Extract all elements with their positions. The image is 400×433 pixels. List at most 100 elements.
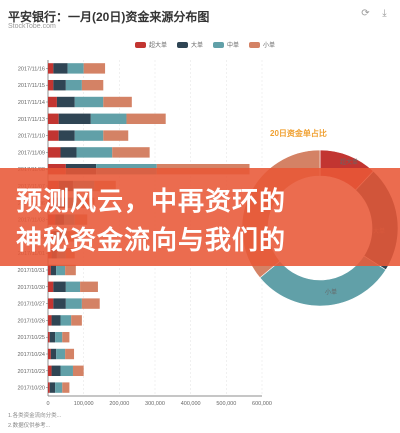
bar-segment-超大单 [48,298,54,309]
overlay-banner [0,168,400,266]
bar-segment-小单 [62,331,70,343]
bar-segment-中单 [67,63,84,74]
bar-segment-小单 [72,365,84,377]
bar-segment-超大单 [48,264,51,276]
bar-segment-超大单 [48,147,61,158]
bar-segment-大单 [49,382,56,393]
bar-segment-小单 [83,63,106,74]
legend-swatch-large [177,41,189,48]
bar-segment-大单 [58,130,75,141]
legend-item[interactable]: 中单 [213,40,239,49]
y-tick-label: 2017/10/20 [17,386,45,392]
footnote-1: 1.各类资金流向分类... [8,413,62,419]
chart-legend: 超大单 大单 中单 小单 [135,40,275,49]
bar-segment-大单 [53,63,68,74]
bar-segment-中单 [76,147,113,158]
bar-segment-超大单 [48,315,52,326]
bar-segment-超大单 [48,348,51,360]
bar-segment-小单 [126,113,166,125]
bar-segment-大单 [58,113,91,125]
bar-segment-中单 [60,365,73,377]
bar-segment-大单 [53,281,66,293]
bar-segment-中单 [74,96,104,108]
x-tick-label: 400,000 [181,401,201,407]
bar-segment-大单 [50,348,57,360]
bar-segment-小单 [65,264,76,276]
bar-segment-超大单 [48,96,57,108]
page-title: 平安银行：一月(20日)资金来源分布图 [8,10,210,24]
x-tick-label: 200,000 [109,401,129,407]
bar-segment-超大单 [48,130,59,141]
legend-label: 中单 [227,43,240,49]
bar-segment-中单 [65,79,82,91]
toolbar: ⟳ ⤓ [360,8,390,19]
bar-segment-小单 [112,147,150,158]
legend-swatch-super [135,41,146,48]
bar-segment-小单 [65,348,75,360]
legend-item[interactable]: 超大单 [135,40,167,49]
bar-segment-大单 [53,79,66,91]
footnote-2: 2.数据仅供参考... [8,423,51,429]
y-tick-label: 2017/11/15 [18,83,45,89]
bar-segment-中单 [60,315,72,326]
bar-segment-超大单 [48,79,54,91]
y-tick-label: 2017/11/10 [18,134,45,140]
bar-segment-大单 [49,331,56,343]
bar-segment-大单 [60,147,77,158]
legend-item[interactable]: 大单 [177,40,203,49]
bar-segment-大单 [51,315,61,326]
x-tick-label: 500,000 [216,401,236,407]
bar-segment-中单 [74,130,104,141]
banner-headline-line1: 预测风云，中再资环的 [16,186,287,216]
x-tick-label: 0 [46,401,49,407]
legend-label: 小单 [263,43,276,49]
restore-icon[interactable]: ⟳ [361,8,370,19]
bar-segment-超大单 [48,331,50,343]
bar-segment-中单 [55,331,63,343]
legend-swatch-medium [213,41,225,48]
bar-segment-超大单 [48,113,59,125]
bar-segment-大单 [56,96,75,108]
pie-title: 20日资金单占比 [270,129,327,138]
bar-segment-小单 [103,130,129,141]
bar-segment-超大单 [48,382,50,393]
y-tick-label: 2017/11/09 [18,150,45,156]
y-tick-label: 2017/10/24 [17,352,45,358]
banner-headline-line2: 神秘资金流向与我们的 [16,225,287,255]
bar-segment-大单 [53,298,66,309]
bar-segment-中单 [65,298,82,309]
bar-segment-小单 [103,96,132,108]
bar-segment-中单 [55,382,63,393]
legend-label: 超大单 [149,43,168,49]
y-tick-label: 2017/10/25 [17,335,45,341]
y-tick-label: 2017/10/27 [17,302,45,308]
bar-segment-小单 [71,315,82,326]
bar-segment-大单 [50,264,57,276]
y-tick-label: 2017/11/16 [18,66,45,72]
page-subtitle: StockTobe.com [8,23,56,30]
y-tick-label: 2017/10/23 [17,369,45,375]
bar-segment-小单 [81,79,104,91]
bar-segment-超大单 [48,281,54,293]
x-tick-label: 600,000 [252,401,272,407]
bar-segment-小单 [81,298,100,309]
bar-segment-小单 [80,281,98,293]
bar-segment-中单 [56,264,66,276]
bar-segment-中单 [90,113,127,125]
bar-segment-小单 [62,382,70,393]
y-tick-label: 2017/10/30 [17,285,45,291]
y-tick-label: 2017/10/26 [17,318,45,324]
x-tick-label: 100,000 [74,401,94,407]
y-tick-label: 2017/10/31 [17,268,45,274]
bar-segment-中单 [65,281,81,293]
bar-segment-大单 [51,365,61,377]
bar-segment-超大单 [48,63,54,74]
pie-label-super: 超大单 [340,160,359,166]
legend-item[interactable]: 小单 [249,40,275,49]
legend-label: 大单 [191,43,204,49]
bar-segment-超大单 [48,365,52,377]
download-icon[interactable]: ⤓ [382,8,387,19]
bar-segment-中单 [56,348,66,360]
y-tick-label: 2017/11/14 [18,100,45,106]
legend-swatch-small [249,41,261,48]
